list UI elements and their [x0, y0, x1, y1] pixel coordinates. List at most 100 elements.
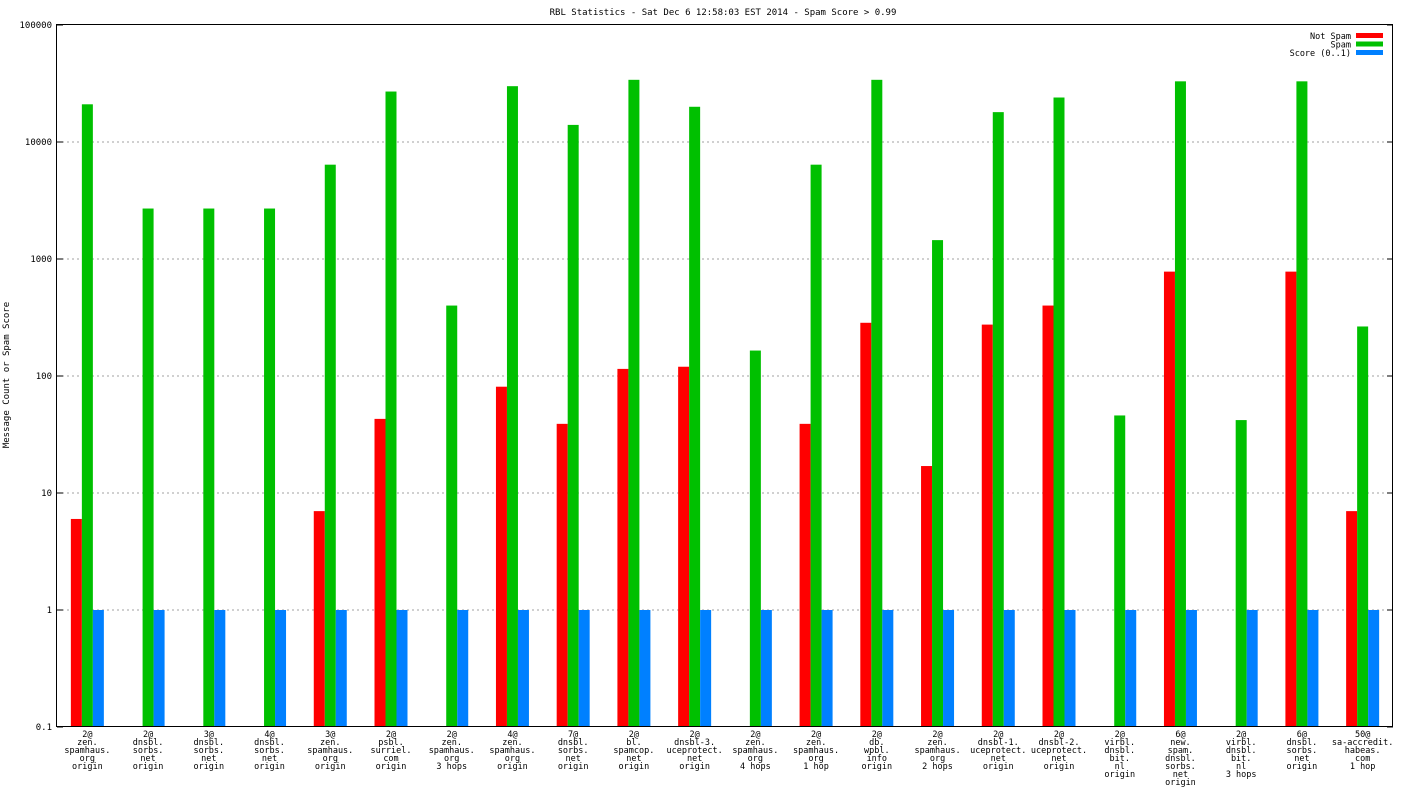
bar-not-spam: [1163, 271, 1175, 727]
category-labels: 2@ zen. spamhaus. org origin 2@ dnsbl. sorbs. ne…: [64, 730, 1393, 788]
legend-label-not-spam: Not Spam: [1310, 32, 1351, 42]
bar-not-spam: [1346, 511, 1358, 727]
y-tick-labels: 100000 10000 1000 100 10 1 0.1: [19, 21, 52, 733]
x-category-label: 2@ dnsbl-3. uceprotect. net origin: [666, 730, 722, 772]
x-category-label: 3@ zen. spamhaus. org origin: [307, 730, 353, 772]
bar-not-spam: [1042, 305, 1054, 727]
bar-not-spam: [70, 518, 82, 727]
x-category-label: 6@ new. spam. dnsbl. sorbs. net origin: [1165, 730, 1196, 788]
legend-swatch-not-spam: [1356, 33, 1383, 38]
bar-score: [639, 610, 651, 727]
bar-spam: [1235, 420, 1247, 727]
bar-score: [335, 610, 347, 727]
bar-not-spam: [860, 322, 872, 727]
bar-score: [700, 610, 712, 727]
y-tick-label: 10000: [25, 138, 52, 148]
x-category-label: 2@ zen. spamhaus. org 1 hop: [793, 730, 839, 772]
y-axis-label: Message Count or Spam Score: [2, 302, 12, 448]
bars: [70, 79, 1380, 728]
bar-spam: [1174, 81, 1186, 728]
bar-score: [578, 610, 590, 727]
x-category-label: 2@ dnsbl-2. uceprotect. net origin: [1031, 730, 1087, 772]
bar-score: [1125, 610, 1137, 727]
bar-spam: [749, 350, 761, 727]
bar-spam: [871, 79, 883, 728]
bar-spam: [810, 164, 822, 727]
bar-not-spam: [678, 366, 690, 727]
x-category-label: 4@ zen. spamhaus. org origin: [489, 730, 535, 772]
bar-spam: [506, 86, 518, 727]
bar-score: [943, 610, 955, 727]
bar-score: [1185, 610, 1197, 727]
bar-spam: [628, 79, 640, 728]
bar-score: [396, 610, 408, 727]
y-tick-label: 100000: [19, 21, 52, 31]
bar-spam: [264, 208, 276, 727]
bar-not-spam: [981, 324, 993, 727]
legend-swatch-score: [1356, 50, 1383, 55]
x-category-label: 4@ dnsbl. sorbs. net origin: [254, 730, 285, 772]
x-category-label: 2@ db. wpbl. info origin: [861, 730, 892, 772]
bar-spam: [689, 106, 701, 728]
bar-not-spam: [921, 466, 933, 727]
bar-score: [457, 610, 469, 727]
bar-score: [153, 610, 165, 727]
x-category-label: 2@ virbl. dnsbl. bit. nl 3 hops: [1226, 730, 1257, 780]
bar-score: [517, 610, 529, 727]
bar-not-spam: [799, 423, 811, 727]
bar-score: [214, 610, 226, 727]
x-category-label: 2@ zen. spamhaus. org origin: [64, 730, 110, 772]
x-category-label: 6@ dnsbl. sorbs. net origin: [1287, 730, 1318, 772]
y-tick-label: 1: [47, 606, 52, 616]
bar-score: [275, 610, 287, 727]
plot-frame: [56, 24, 1393, 727]
x-category-label: 2@ psbl. surriel. com origin: [371, 730, 412, 772]
x-category-label: 2@ zen. spamhaus. org 4 hops: [732, 730, 778, 772]
x-category-label: 2@ zen. spamhaus. org 3 hops: [429, 730, 475, 772]
x-category-label: 2@ virbl. dnsbl. bit. nl origin: [1104, 730, 1135, 780]
bar-not-spam: [313, 511, 325, 727]
legend-label-spam: Spam: [1331, 41, 1351, 51]
x-category-label: 2@ dnsbl-1. uceprotect. net origin: [970, 730, 1026, 772]
x-category-label: 2@ dnsbl. sorbs. net origin: [133, 730, 164, 772]
y-tick-label: 0.1: [36, 723, 52, 733]
bar-spam: [81, 104, 93, 727]
bar-spam: [932, 240, 944, 728]
bar-spam: [324, 164, 336, 727]
x-category-label: 2@ bl. spamcop. net origin: [613, 730, 654, 772]
bar-score: [882, 610, 894, 727]
bar-not-spam: [374, 418, 386, 727]
bar-score: [92, 610, 104, 727]
bar-score: [760, 610, 772, 727]
x-category-label: 50@ sa-accredit. habeas. com 1 hop: [1332, 730, 1393, 772]
bar-not-spam: [1285, 271, 1297, 727]
bar-spam: [385, 91, 397, 727]
bar-score: [1246, 610, 1258, 727]
bar-score: [821, 610, 833, 727]
bar-spam: [1296, 81, 1308, 728]
bar-spam: [567, 124, 579, 728]
bar-score: [1003, 610, 1015, 727]
x-category-label: 7@ dnsbl. sorbs. net origin: [558, 730, 589, 772]
x-category-label: 2@ zen. spamhaus. org 2 hops: [915, 730, 961, 772]
bar-spam: [446, 305, 458, 727]
bar-not-spam: [495, 386, 507, 727]
bar-spam: [203, 208, 215, 727]
bar-not-spam: [617, 368, 629, 727]
chart-title: RBL Statistics - Sat Dec 6 12:58:03 EST …: [550, 8, 897, 18]
y-tick-label: 100: [36, 372, 52, 382]
bar-not-spam: [556, 423, 568, 727]
bar-score: [1368, 610, 1380, 727]
bar-spam: [1114, 415, 1126, 727]
legend-swatch-spam: [1356, 41, 1383, 47]
legend-label-score: Score (0..1): [1290, 49, 1351, 59]
bar-spam: [142, 208, 154, 727]
bar-spam: [1053, 97, 1065, 728]
bar-score: [1307, 610, 1319, 727]
y-tick-label: 10: [41, 489, 52, 499]
x-category-label: 3@ dnsbl. sorbs. net origin: [193, 730, 224, 772]
y-tick-label: 1000: [30, 255, 52, 265]
bar-spam: [1357, 326, 1369, 727]
